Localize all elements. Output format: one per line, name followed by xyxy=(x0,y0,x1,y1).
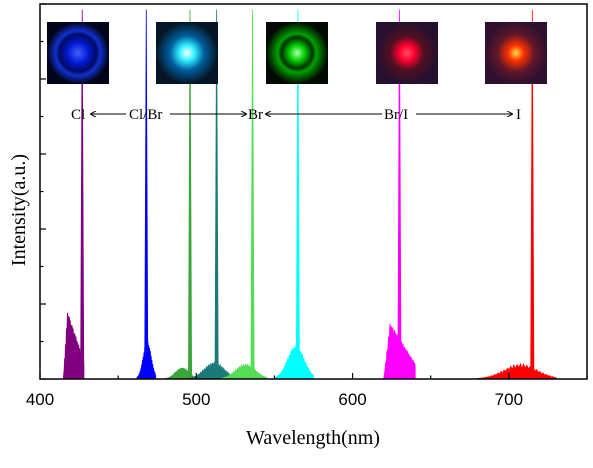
x-tick-label-400: 400 xyxy=(26,390,54,409)
x-axis-title: Wavelength(nm) xyxy=(246,427,380,449)
annotation-br: Br xyxy=(248,107,263,123)
x-tick-label-500: 500 xyxy=(182,390,210,409)
y-axis-title: Intensity(a.u.) xyxy=(8,154,30,266)
spectrum-base-4 xyxy=(219,363,268,380)
annotation-cl-br: Cl/Br xyxy=(129,107,162,123)
x-tick-label-600: 600 xyxy=(338,390,366,409)
annotation-br-i: Br/I xyxy=(384,107,408,123)
composition-annotations: Cl Cl/Br Br Br/I I xyxy=(71,107,521,123)
spectrum-base-5 xyxy=(273,345,314,380)
x-tick-label-700: 700 xyxy=(495,390,523,409)
inset-photo-1 xyxy=(156,22,218,84)
inset-photo-4 xyxy=(485,22,547,84)
inset-photo-0 xyxy=(47,22,109,84)
inset-photo-3 xyxy=(376,22,438,84)
inset-images xyxy=(47,22,547,84)
x-axis: 400 500 600 700 xyxy=(26,373,588,409)
inset-photo-2 xyxy=(266,22,328,84)
spectrum-peak-1 xyxy=(144,9,149,380)
spectra-group xyxy=(62,9,557,380)
annotation-i: I xyxy=(516,107,521,123)
annotation-cl: Cl xyxy=(71,107,85,123)
spectrum-peak-4 xyxy=(250,9,255,380)
y-axis xyxy=(40,3,46,380)
spectrum-base-7 xyxy=(477,362,557,380)
